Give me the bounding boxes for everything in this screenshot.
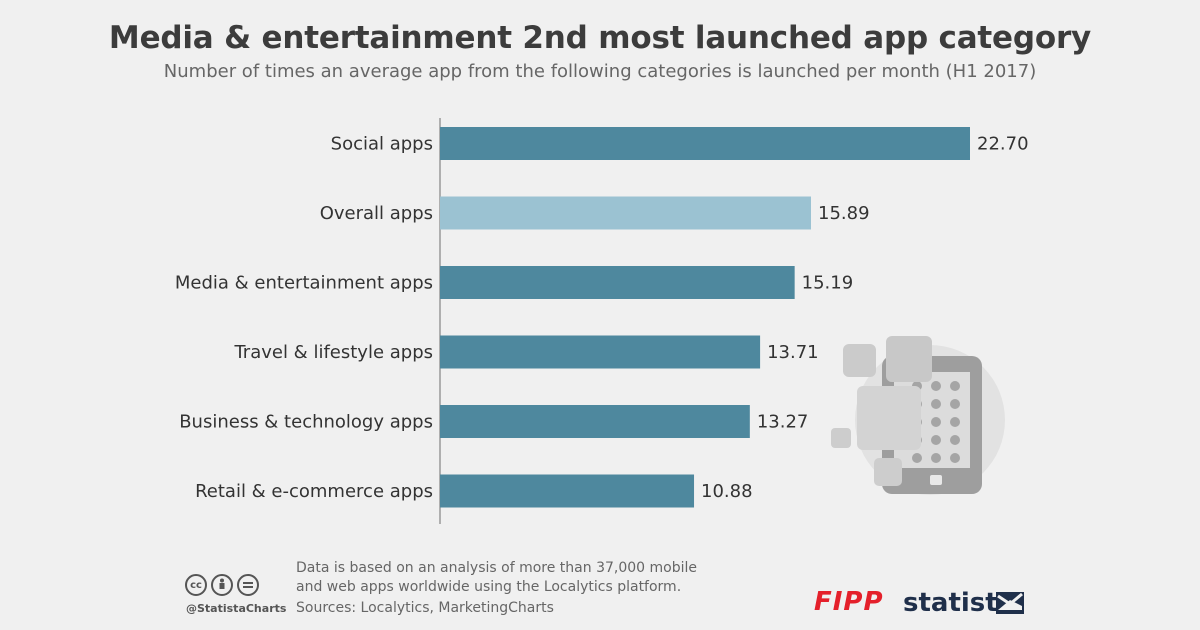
bar-1 (440, 196, 811, 230)
category-label-3: Travel & lifestyle apps (233, 342, 433, 363)
value-label-5: 10.88 (701, 481, 753, 502)
category-label-4: Business & technology apps (179, 412, 433, 433)
data-note: Data is based on an analysis of more tha… (296, 560, 697, 595)
value-label-1: 15.89 (818, 203, 870, 224)
bar-2 (440, 266, 795, 299)
bar-5 (440, 474, 695, 508)
chart-title: Media & entertainment 2nd most launched … (108, 20, 1092, 56)
category-label-0: Social apps (331, 134, 433, 155)
chart-subtitle: Number of times an average app from the … (163, 61, 1037, 82)
nd-icon (237, 574, 259, 596)
value-label-2: 15.19 (802, 273, 854, 294)
by-icon (211, 574, 233, 596)
sources-text: Sources: Localytics, MarketingCharts (296, 600, 554, 616)
category-label-5: Retail & e-commerce apps (195, 481, 433, 502)
value-label-3: 13.71 (767, 342, 819, 363)
statista-handle[interactable]: @StatistaCharts (186, 602, 287, 615)
license-icons: cc (185, 574, 259, 596)
bar-4 (440, 405, 750, 438)
bar-chart: Social apps 22.70 Overall apps 15.89 Media &… (175, 118, 1029, 524)
fipp-logo: FIPP (814, 587, 884, 617)
statista-logo-mark (996, 592, 1024, 614)
cc-icon: cc (185, 574, 207, 596)
bar-3 (440, 335, 761, 369)
bar-0 (440, 127, 970, 160)
value-label-0: 22.70 (977, 134, 1029, 155)
category-label-1: Overall apps (320, 203, 433, 224)
value-label-4: 13.27 (757, 412, 809, 433)
category-label-2: Media & entertainment apps (175, 273, 433, 294)
tablet-apps-icon (831, 336, 1005, 495)
